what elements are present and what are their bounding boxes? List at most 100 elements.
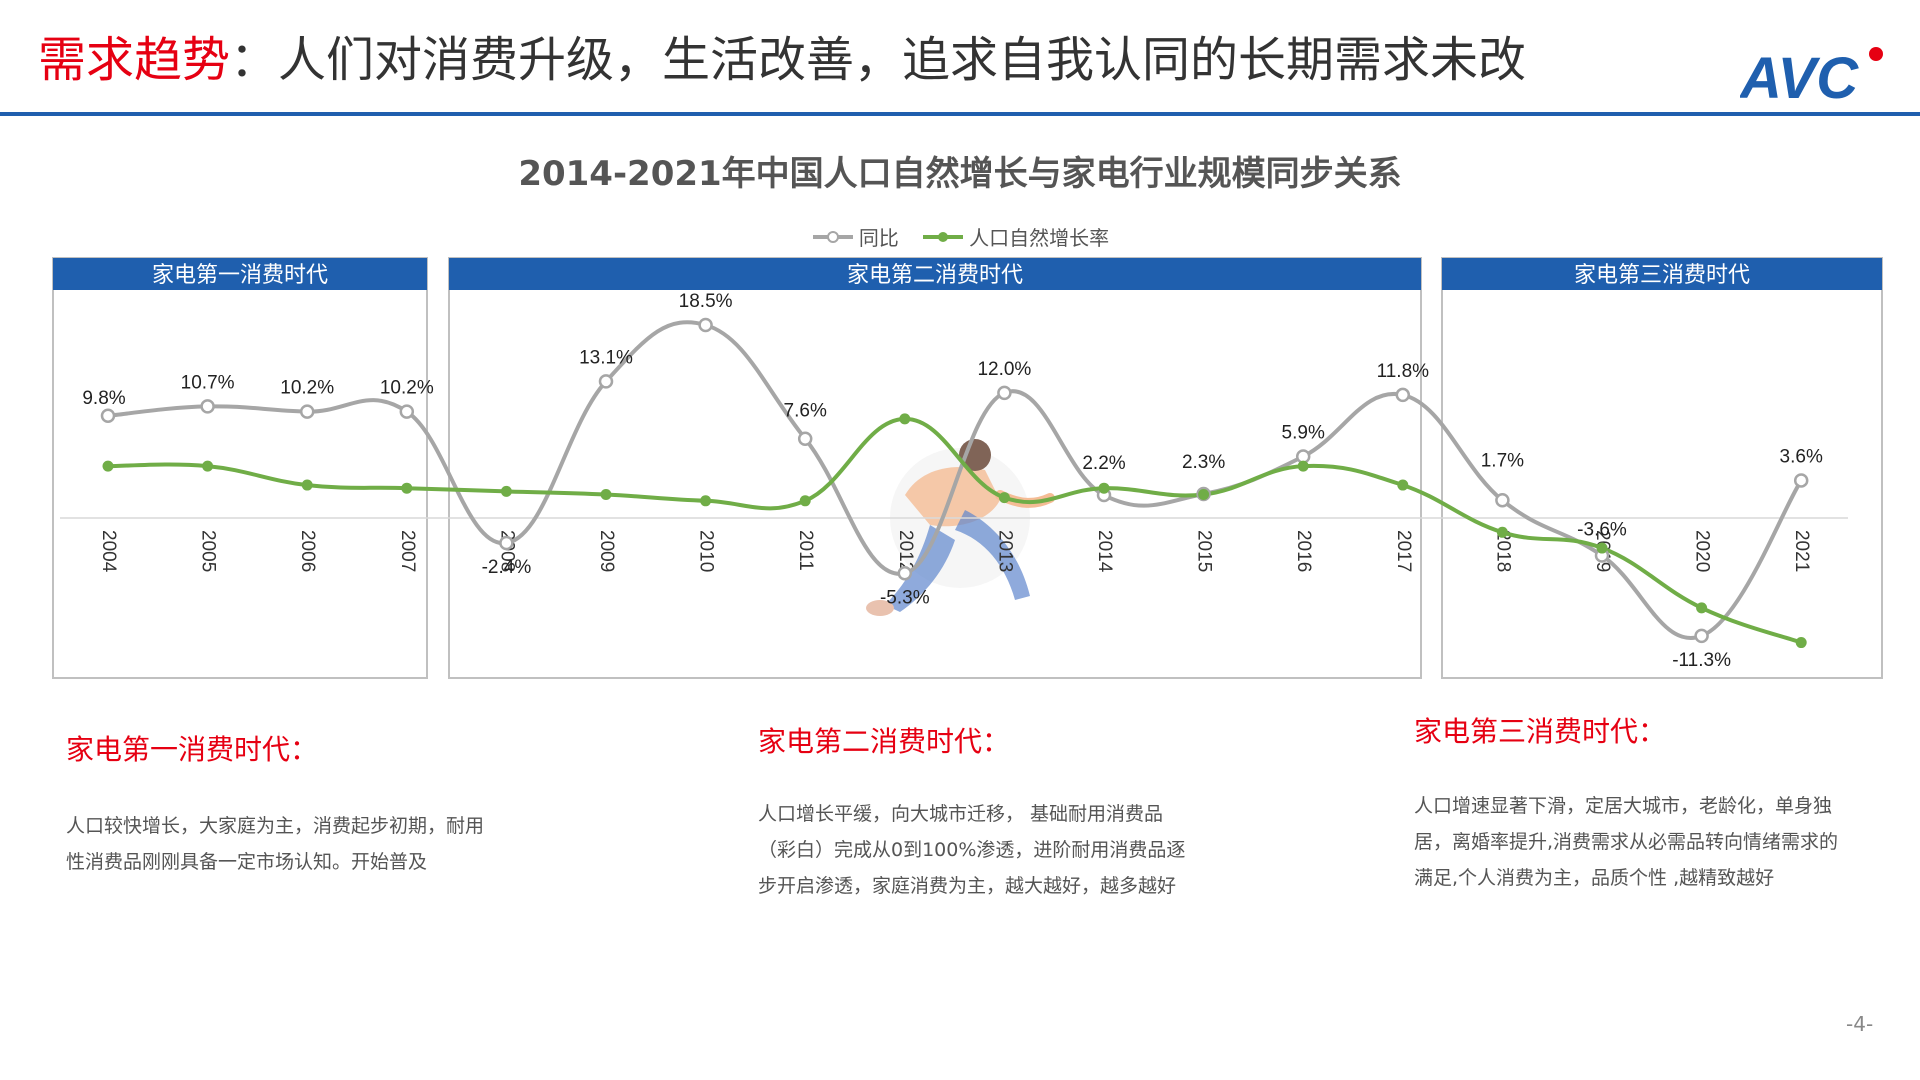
x-tick-label: 2020 bbox=[1692, 530, 1713, 572]
page-title-rest: ：人们对消费升级，生活改善，追求自我认同的长期需求未改 bbox=[230, 32, 1527, 88]
data-point-population bbox=[202, 460, 214, 472]
data-point-population bbox=[500, 485, 512, 497]
data-label-yoy: 3.6% bbox=[1780, 446, 1823, 467]
series-line-yoy bbox=[107, 320, 1803, 640]
era-desc-title-1: 家电第一消费时代： bbox=[66, 733, 319, 766]
era-label-2: 家电第二消费时代 bbox=[847, 263, 1023, 288]
data-label-yoy: 11.8% bbox=[1377, 361, 1430, 382]
data-label-yoy: -11.3% bbox=[1672, 650, 1731, 671]
page-title: 需求趋势：人们对消费升级，生活改善，追求自我认同的长期需求未改 bbox=[38, 30, 1526, 90]
data-point-population bbox=[1596, 542, 1608, 554]
data-label-yoy: 5.9% bbox=[1282, 422, 1325, 443]
chart-title: 2014-2021年中国人口自然增长与家电行业规模同步关系 bbox=[518, 154, 1402, 194]
avc-logo-text: AVC bbox=[1740, 46, 1859, 106]
x-tick-label: 2004 bbox=[98, 530, 119, 573]
era-desc-line: 性消费品刚刚具备一定市场认知。开始普及 bbox=[66, 851, 428, 873]
era-box-3: 家电第三消费时代 bbox=[1441, 257, 1883, 679]
data-label-yoy: -2.4% bbox=[482, 557, 532, 578]
legend-swatch-population bbox=[923, 231, 964, 242]
data-label-yoy: 1.7% bbox=[1481, 450, 1524, 471]
data-point-population bbox=[799, 495, 811, 507]
data-point-yoy bbox=[299, 404, 315, 419]
data-point-yoy bbox=[598, 374, 614, 389]
data-label-yoy: 2.2% bbox=[1082, 453, 1125, 474]
data-point-population bbox=[600, 489, 612, 500]
data-point-yoy bbox=[897, 566, 913, 581]
era-desc-line: 人口增速显著下滑，定居大城市，老龄化，单身独 bbox=[1414, 795, 1833, 817]
data-point-population bbox=[700, 495, 712, 507]
data-point-population bbox=[301, 479, 313, 491]
data-point-population bbox=[102, 460, 114, 472]
era-desc-line: 步开启渗透，家庭消费为主，越大越好，越多越好 bbox=[758, 875, 1177, 897]
data-labels-yoy: 9.8% 10.7% 10.2% 10.2% -2.4% 13.1% 18.5% 7.6% -5… bbox=[82, 291, 1823, 671]
x-tick-label: 2007 bbox=[397, 530, 418, 572]
legend-label-population: 人口自然增长率 bbox=[969, 226, 1110, 250]
data-point-population bbox=[998, 492, 1010, 504]
data-point-population bbox=[899, 413, 911, 425]
data-point-population bbox=[1496, 526, 1508, 538]
data-label-yoy: 12.0% bbox=[977, 359, 1031, 380]
data-point-yoy bbox=[1793, 473, 1809, 488]
page-title-highlight: 需求趋势 bbox=[38, 32, 231, 88]
data-point-population bbox=[1198, 489, 1210, 500]
data-point-yoy bbox=[499, 535, 514, 551]
data-label-yoy: 2.3% bbox=[1182, 452, 1225, 473]
data-point-yoy bbox=[997, 385, 1012, 401]
series-points-yoy bbox=[100, 317, 1809, 644]
data-label-yoy: 13.1% bbox=[579, 347, 633, 368]
data-label-yoy: 10.2% bbox=[280, 378, 334, 399]
data-point-yoy bbox=[100, 408, 116, 424]
x-tick-label: 2013 bbox=[994, 530, 1015, 572]
x-tick-label: 2016 bbox=[1293, 530, 1314, 572]
series-points-population bbox=[102, 413, 1807, 649]
data-label-yoy: 7.6% bbox=[784, 401, 827, 422]
data-point-yoy bbox=[1495, 493, 1510, 508]
data-point-yoy bbox=[797, 431, 813, 446]
x-tick-label: 2021 bbox=[1791, 530, 1812, 572]
era-desc-title-3: 家电第三消费时代： bbox=[1414, 715, 1667, 748]
data-point-yoy bbox=[1694, 628, 1709, 644]
era-desc-title-2: 家电第二消费时代： bbox=[758, 725, 1011, 758]
data-point-yoy bbox=[698, 317, 713, 333]
data-label-yoy: 10.7% bbox=[181, 372, 235, 393]
legend-label-yoy: 同比 bbox=[858, 226, 899, 250]
era-label-1: 家电第一消费时代 bbox=[152, 263, 328, 288]
legend-item-yoy: 同比 bbox=[811, 222, 899, 251]
era-desc-line: 人口增长平缓，向大城市迁移， 基础耐用消费品 bbox=[758, 803, 1164, 825]
data-label-yoy: -3.6% bbox=[1577, 520, 1627, 541]
x-tick-label: 2015 bbox=[1194, 530, 1215, 572]
era-desc-text-1: 人口较快增长，大家庭为主，消费起步初期，耐用 性消费品刚刚具备一定市场认知。开始… bbox=[66, 808, 586, 880]
data-point-yoy bbox=[1395, 387, 1411, 403]
data-point-population bbox=[1297, 460, 1309, 472]
era-desc-line: （彩白）完成从0到100%渗透，进阶耐用消费品逐 bbox=[758, 839, 1186, 861]
x-tick-label: 2017 bbox=[1393, 530, 1414, 572]
data-label-yoy: 9.8% bbox=[82, 388, 125, 409]
x-tick-label: 2005 bbox=[198, 530, 219, 572]
x-tick-label: 2014 bbox=[1094, 530, 1115, 573]
era-desc-line: 居，离婚率提升,消费需求从必需品转向情绪需求的 bbox=[1414, 831, 1839, 853]
era-label-3: 家电第三消费时代 bbox=[1574, 263, 1750, 288]
x-tick-label: 2006 bbox=[297, 530, 318, 572]
avc-logo: AVC bbox=[1740, 46, 1883, 106]
x-tick-label: 2011 bbox=[795, 530, 816, 571]
data-point-population bbox=[1098, 482, 1110, 494]
header-divider bbox=[0, 112, 1920, 116]
x-tick-label: 2009 bbox=[596, 530, 617, 572]
data-label-yoy: 18.5% bbox=[679, 291, 733, 312]
page-number: -4- bbox=[1846, 1012, 1874, 1036]
x-tick-label: 2018 bbox=[1492, 530, 1513, 572]
era-desc-line: 人口较快增长，大家庭为主，消费起步初期，耐用 bbox=[66, 815, 485, 837]
data-label-yoy: 10.2% bbox=[380, 378, 434, 399]
data-point-population bbox=[1397, 479, 1409, 491]
data-point-yoy bbox=[200, 399, 215, 414]
x-tick-label: 2012 bbox=[895, 530, 916, 572]
x-tick-label: 2010 bbox=[696, 530, 717, 572]
data-label-yoy: -5.3% bbox=[880, 587, 930, 608]
era-desc-line: 满足,个人消费为主，品质个性 ,越精致越好 bbox=[1414, 867, 1775, 889]
era-desc-text-2: 人口增长平缓，向大城市迁移， 基础耐用消费品 （彩白）完成从0到100%渗透，进… bbox=[758, 796, 1278, 904]
chart-legend: 同比 人口自然增长率 bbox=[0, 222, 1920, 251]
data-point-yoy bbox=[399, 404, 415, 419]
data-point-population bbox=[401, 482, 413, 494]
data-point-population bbox=[1696, 602, 1708, 614]
legend-swatch-yoy bbox=[812, 230, 853, 243]
